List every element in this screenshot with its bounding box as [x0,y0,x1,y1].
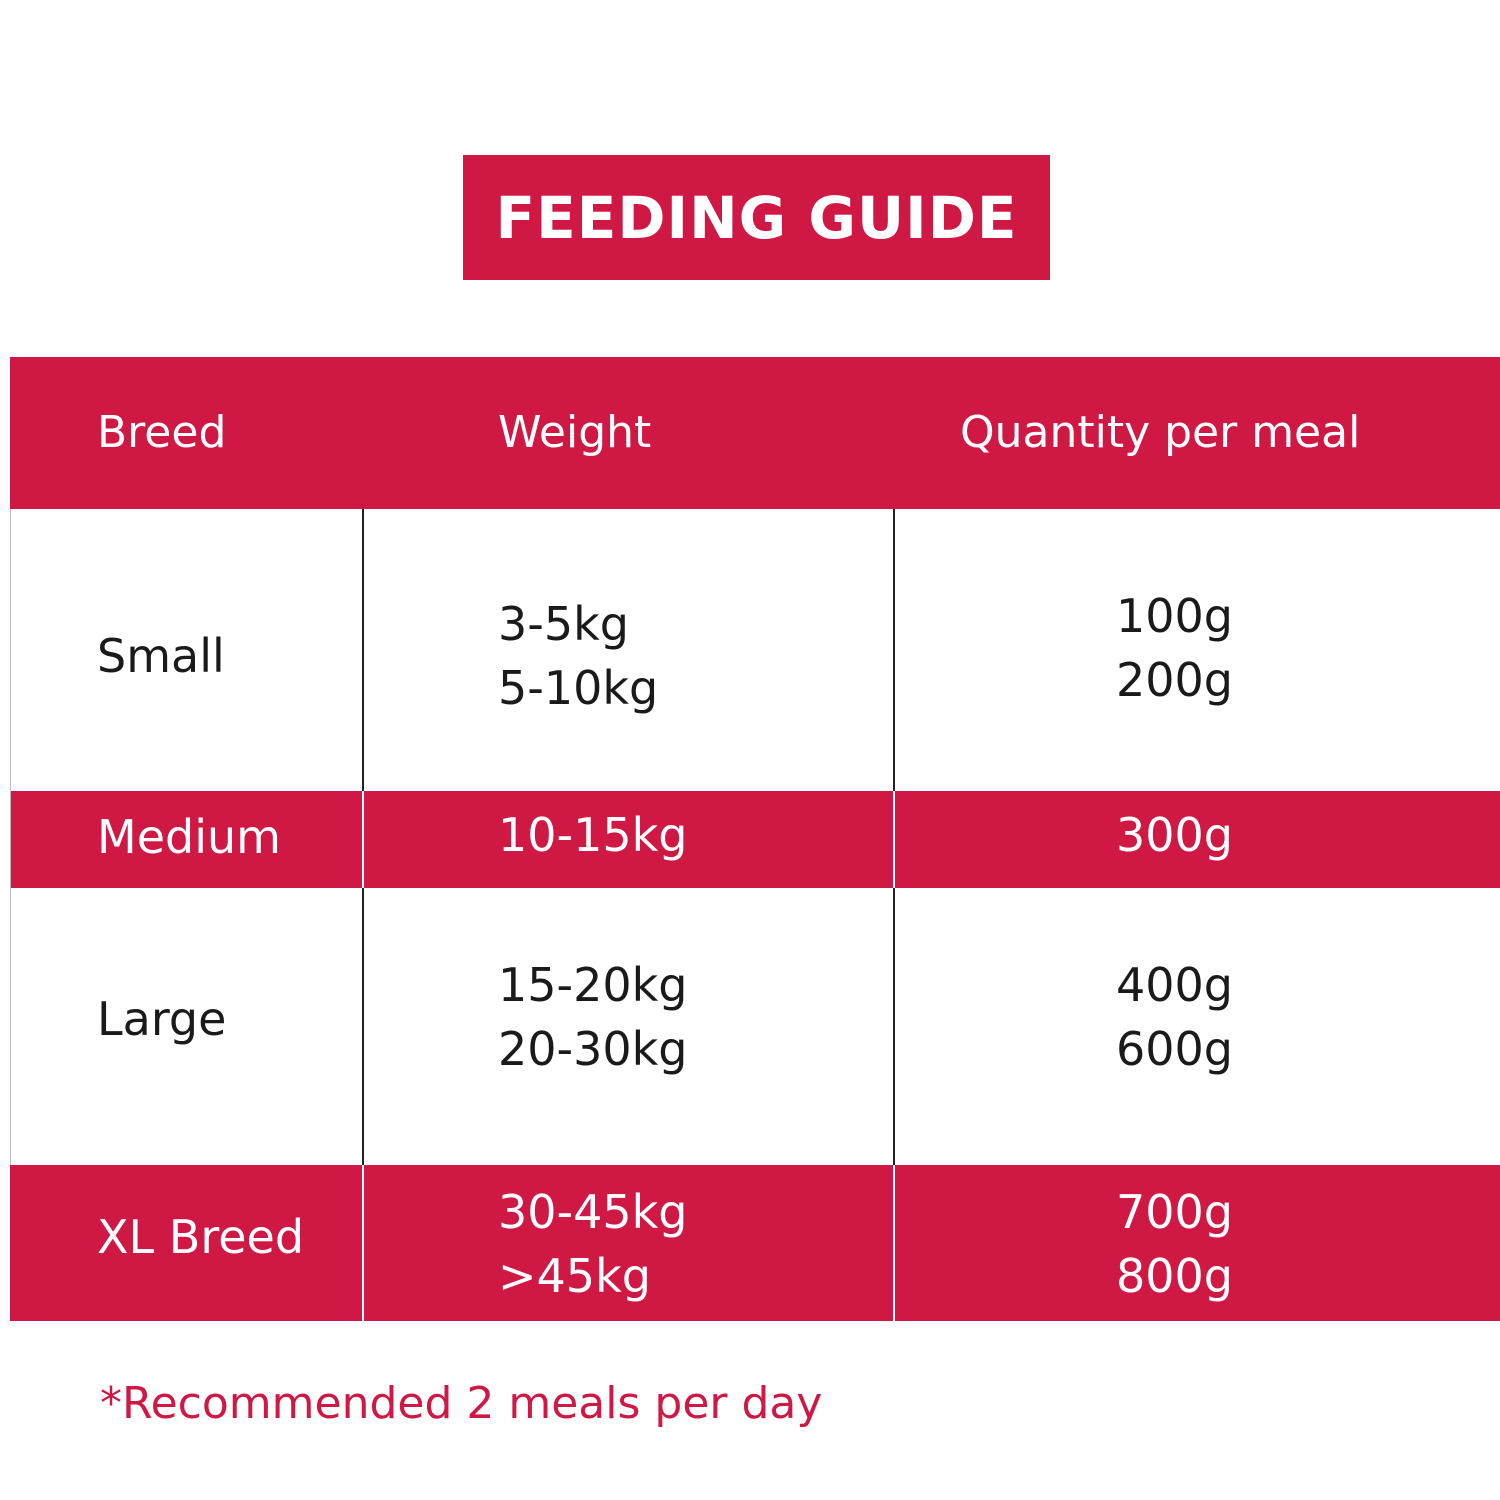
quantity-xl-2: 800g [1116,1249,1233,1303]
breed-medium: Medium [97,810,281,864]
table-row-medium [10,791,1500,888]
weight-large-1: 15-20kg [498,958,688,1012]
column-divider-1 [362,509,364,1321]
table-header-row: Breed Weight Quantity per meal [10,357,1500,509]
header-breed: Breed [97,407,227,458]
quantity-xl-1: 700g [1116,1185,1233,1239]
table-row-small [10,509,1500,791]
quantity-large-2: 600g [1116,1022,1233,1076]
column-divider-2 [893,509,895,1321]
breed-small: Small [97,629,225,683]
table-row-xl-breed [10,1165,1500,1321]
weight-xl-2: >45kg [498,1249,651,1303]
breed-xl: XL Breed [97,1210,305,1264]
page-title: FEEDING GUIDE [495,183,1018,252]
header-quantity: Quantity per meal [960,407,1361,458]
table-row-large [10,888,1500,1165]
column-divider-2-medium [893,791,895,888]
column-divider-1-xl [362,1165,364,1321]
header-weight: Weight [498,407,652,458]
feeding-guide-title-banner: FEEDING GUIDE [463,155,1050,280]
weight-large-2: 20-30kg [498,1022,688,1076]
footnote-recommendation: *Recommended 2 meals per day [100,1378,823,1429]
column-divider-2-xl [893,1165,895,1321]
column-divider-1-medium [362,791,364,888]
weight-xl-1: 30-45kg [498,1185,688,1239]
weight-small-2: 5-10kg [498,661,659,715]
quantity-medium: 300g [1116,808,1233,862]
table-left-border [10,509,11,1165]
quantity-small-1: 100g [1116,589,1233,643]
weight-small-1: 3-5kg [498,597,629,651]
quantity-large-1: 400g [1116,958,1233,1012]
quantity-small-2: 200g [1116,653,1233,707]
breed-large: Large [97,992,227,1046]
weight-medium: 10-15kg [498,808,688,862]
